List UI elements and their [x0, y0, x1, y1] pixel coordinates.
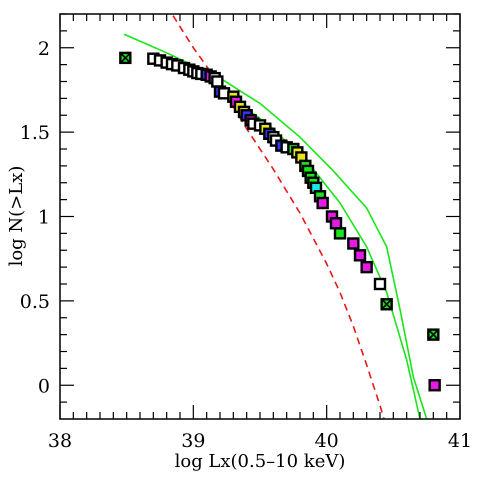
- plot-frame: [59, 13, 461, 420]
- x-axis-label: log Lx(0.5–10 keV): [175, 451, 346, 472]
- data-point-49: [427, 328, 440, 341]
- data-point-42: [329, 217, 343, 230]
- y-tick-label: 1: [38, 207, 50, 229]
- data-point-43: [333, 227, 347, 240]
- x-tick-label: 38: [48, 430, 72, 452]
- x-tick-label: 40: [315, 430, 339, 452]
- data-point-14: [211, 75, 224, 88]
- data-point-45: [353, 249, 367, 262]
- y-tick-label: 2: [38, 38, 50, 60]
- model-curve-0: [123, 33, 428, 419]
- axis-ticks: [59, 13, 461, 419]
- data-point-48: [380, 298, 393, 311]
- data-point-46: [360, 260, 373, 274]
- data-point-40: [316, 196, 329, 210]
- y-tick-labels: 0 0.5 1 1.5 2: [20, 38, 50, 398]
- y-tick-label: 1.5: [20, 122, 50, 144]
- data-points: [119, 51, 441, 392]
- y-tick-label: 0: [38, 375, 50, 397]
- data-point-0: [119, 51, 132, 65]
- data-point-44: [347, 237, 360, 250]
- x-tick-label: 39: [181, 430, 205, 452]
- data-point-47: [373, 277, 387, 291]
- x-tick-label: 41: [448, 430, 472, 452]
- y-axis-label: log N(>Lx): [6, 166, 27, 267]
- data-point-50: [428, 379, 441, 392]
- y-tick-label: 0.5: [20, 291, 50, 313]
- x-tick-labels: 38 39 40 41: [48, 430, 472, 452]
